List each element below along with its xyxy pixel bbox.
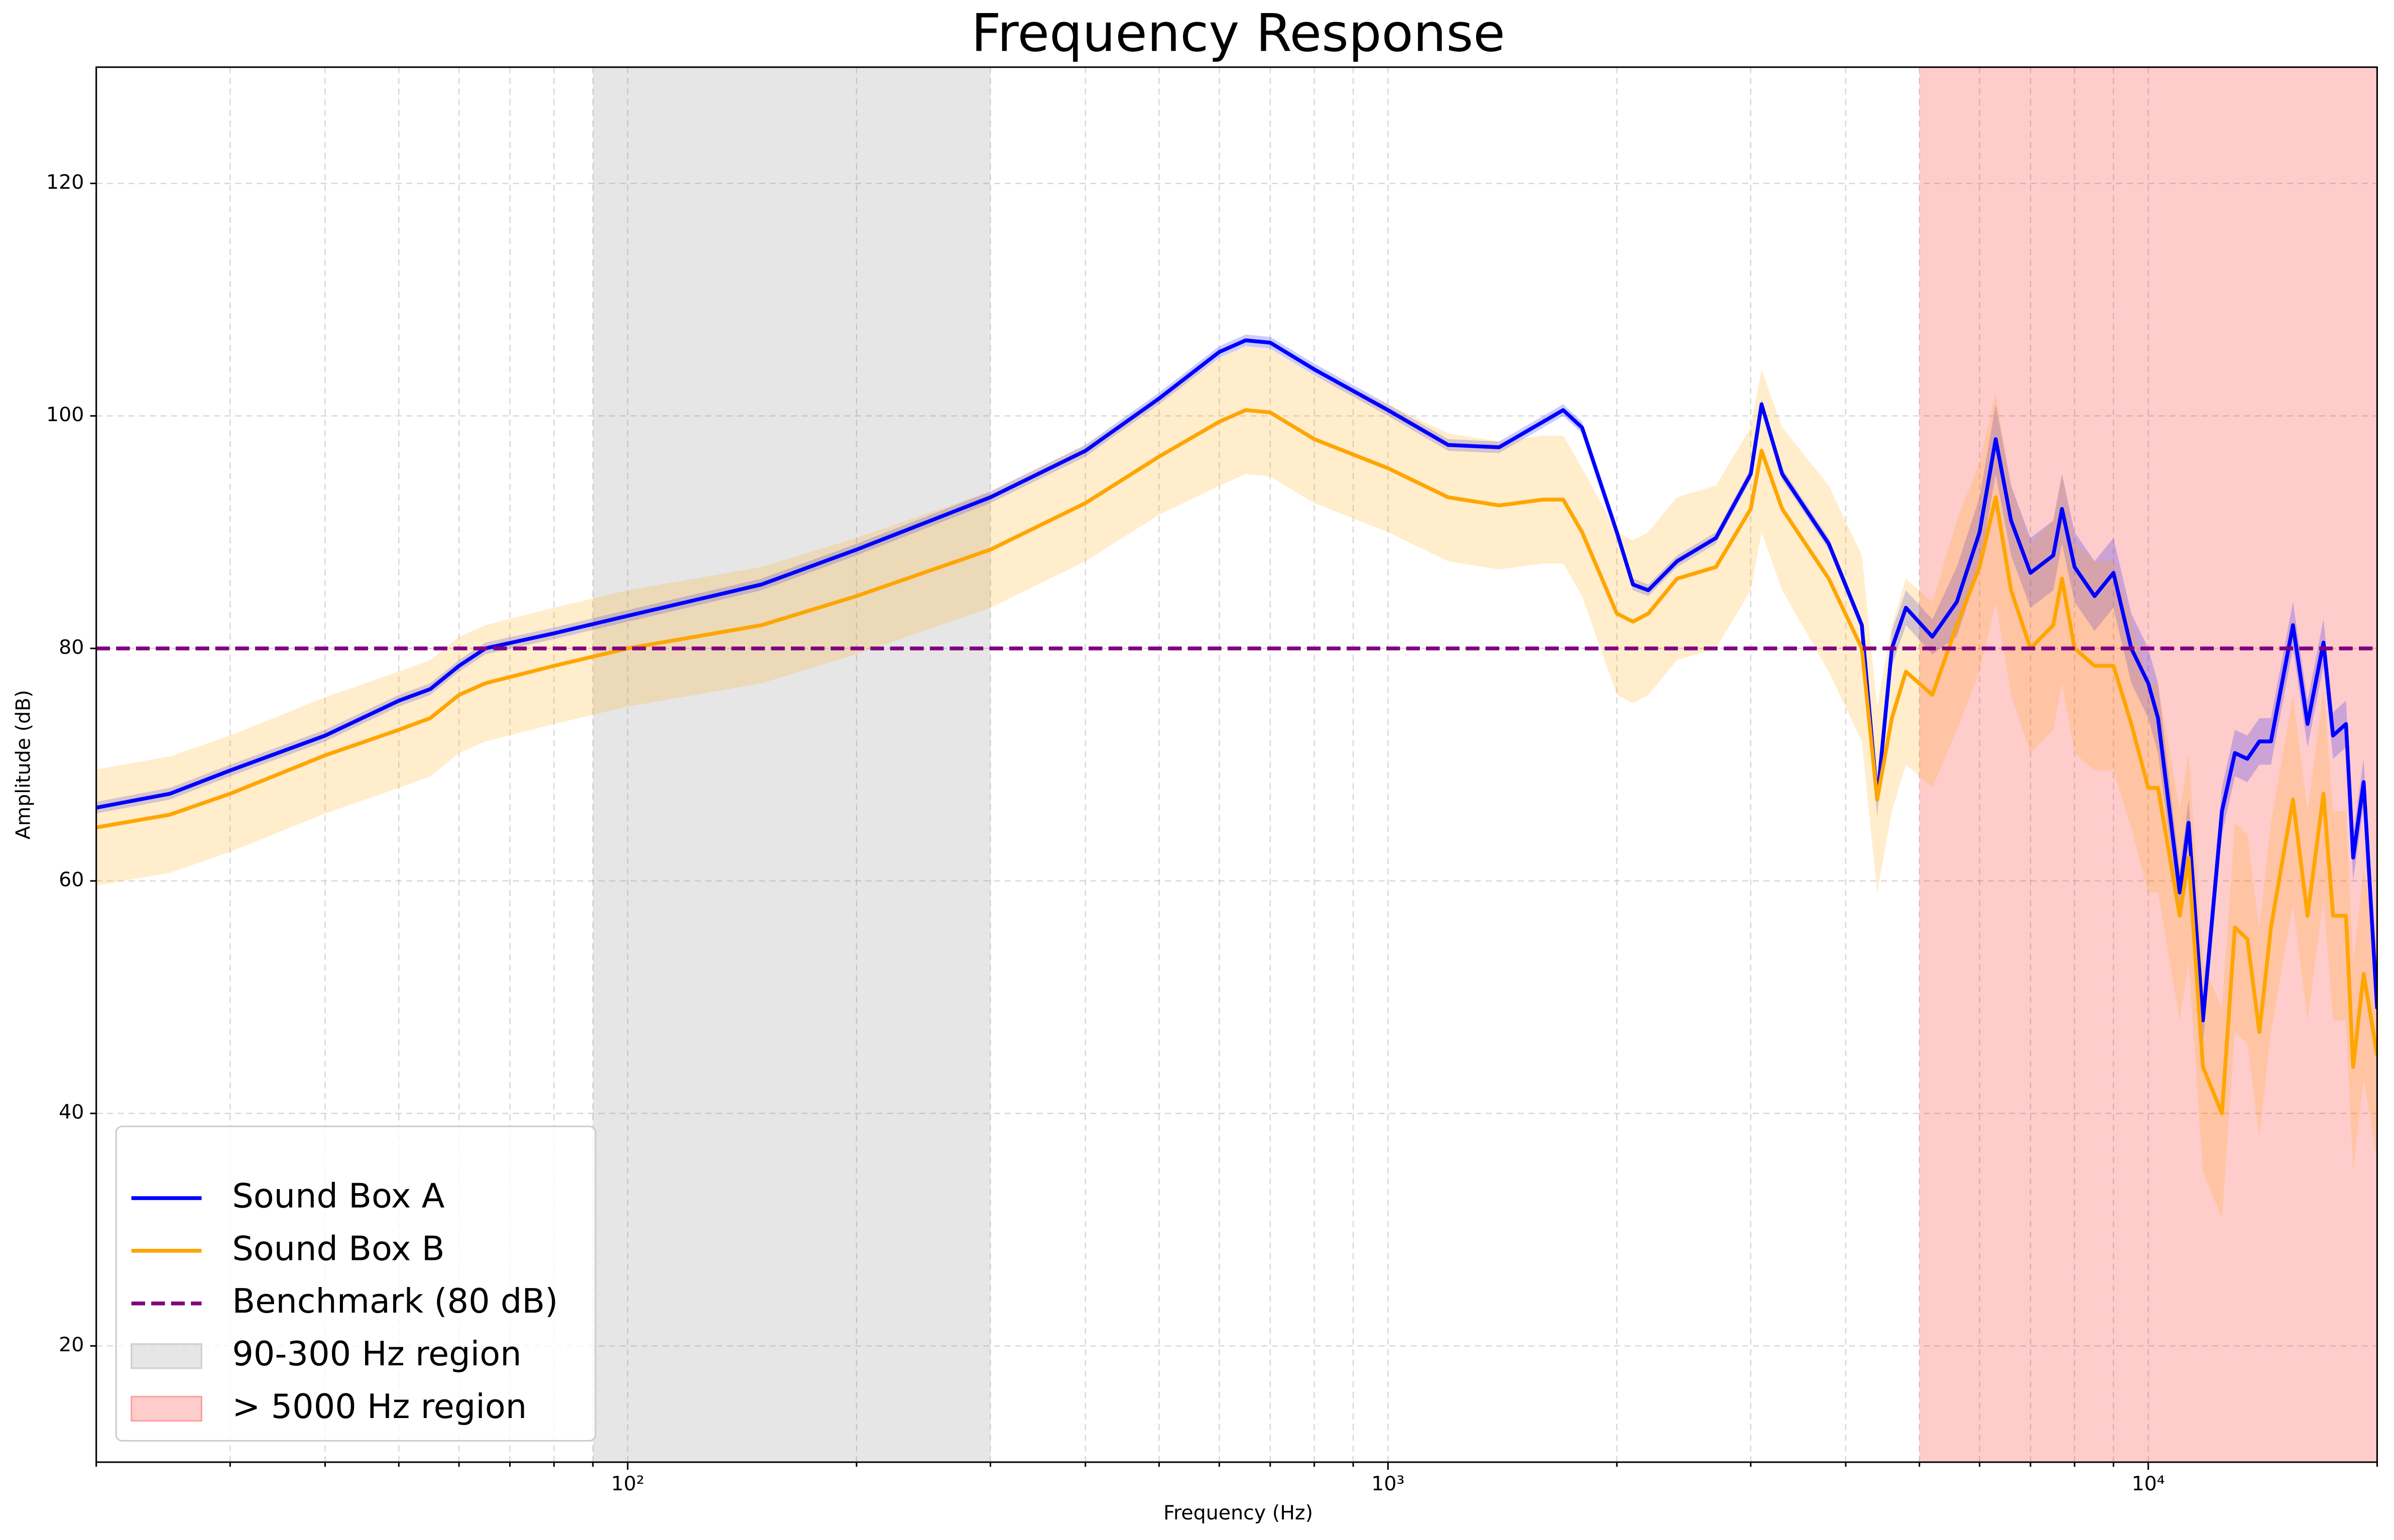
y-tick-label: 60 bbox=[59, 868, 84, 891]
legend-label: Sound Box A bbox=[232, 1176, 444, 1215]
x-tick-label: 10³ bbox=[1371, 1472, 1404, 1495]
plot-area bbox=[96, 67, 2377, 1462]
ticks: 20 40 60 80 100 120 10² 10³ 10⁴ bbox=[46, 171, 2378, 1495]
grid bbox=[95, 67, 2378, 1462]
confidence-band bbox=[96, 346, 2377, 1218]
shaded-region bbox=[1919, 67, 2377, 1462]
legend: Sound Box A Sound Box B Benchmark (80 dB) 9… bbox=[115, 1125, 596, 1442]
legend-label: Benchmark (80 dB) bbox=[232, 1281, 558, 1321]
y-tick-label: 120 bbox=[46, 171, 84, 194]
legend-swatch bbox=[131, 1395, 203, 1422]
x-tick-label: 10² bbox=[611, 1472, 644, 1495]
y-axis-label: Amplitude (dB) bbox=[12, 690, 35, 839]
legend-label: > 5000 Hz region bbox=[232, 1387, 527, 1426]
series-line bbox=[96, 338, 2377, 1022]
series-line bbox=[96, 408, 2377, 1115]
legend-label: Sound Box B bbox=[232, 1229, 444, 1268]
y-tick-label: 100 bbox=[46, 403, 84, 426]
shaded-region bbox=[592, 67, 991, 1462]
y-tick-label: 80 bbox=[59, 635, 84, 659]
y-tick-label: 40 bbox=[59, 1101, 84, 1124]
legend-label: 90-300 Hz region bbox=[232, 1334, 521, 1373]
chart-title: Frequency Response bbox=[971, 3, 1505, 63]
legend-swatch bbox=[131, 1343, 203, 1369]
axes-frame bbox=[95, 66, 2378, 1463]
x-axis-label: Frequency (Hz) bbox=[1163, 1501, 1313, 1524]
legend-box bbox=[115, 1125, 596, 1442]
y-tick-label: 20 bbox=[59, 1333, 84, 1356]
x-tick-label: 10⁴ bbox=[2132, 1472, 2165, 1495]
